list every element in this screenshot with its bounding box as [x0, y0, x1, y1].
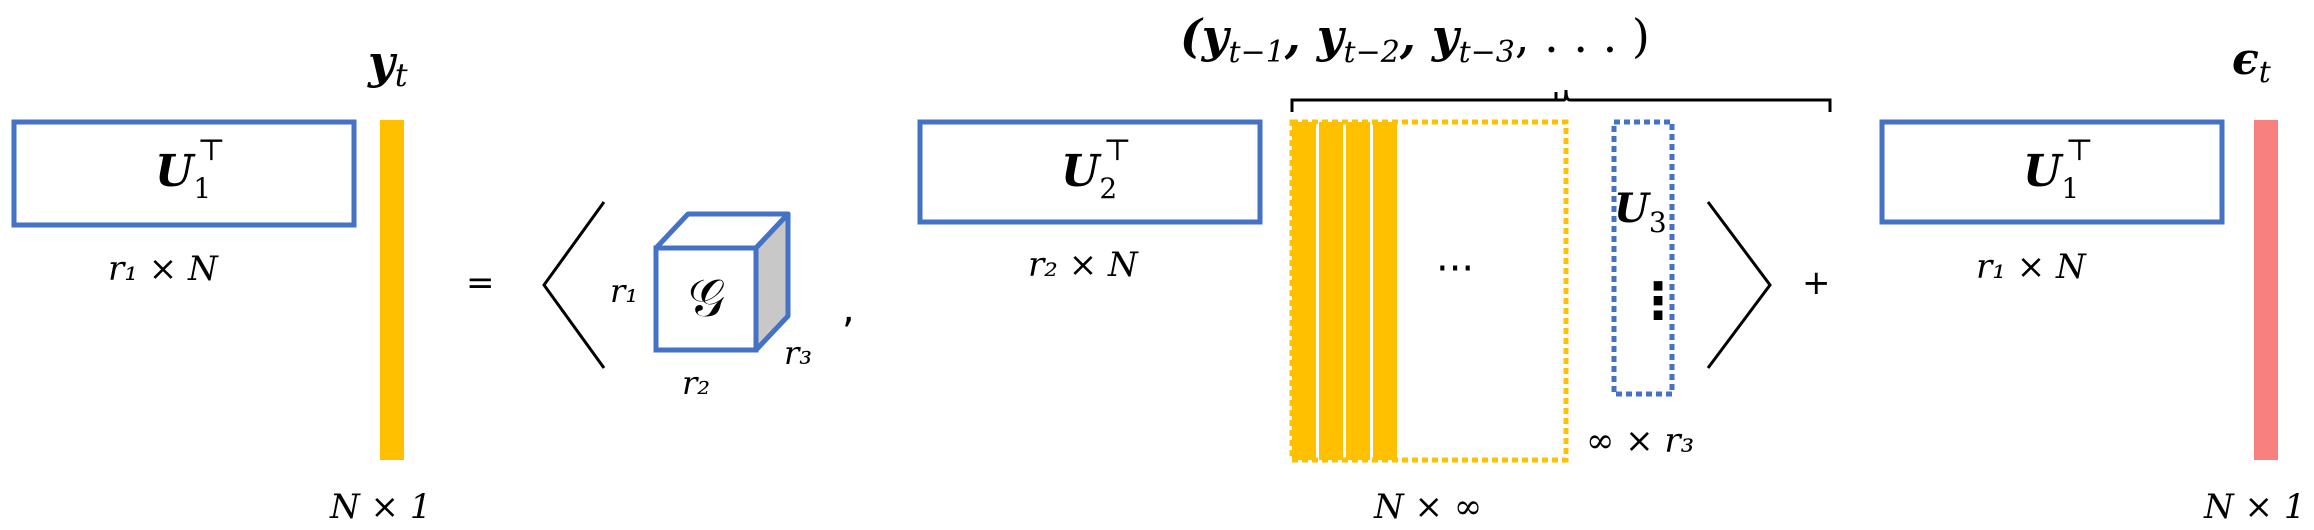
u3-dotted-box	[1614, 122, 1672, 394]
u1-transpose-label: U1⊤	[155, 133, 225, 205]
comma: ,	[842, 286, 855, 332]
u3-dimension-label: ∞ × r₃	[1586, 421, 1694, 461]
epsilon-dimension-label: N × 1	[2203, 487, 2306, 527]
matrix-ellipsis: ···	[1436, 246, 1474, 292]
right-angle-bracket	[1708, 202, 1770, 368]
left-angle-bracket	[544, 202, 604, 368]
cube-r3-label: r₃	[784, 334, 812, 372]
lagged-brace	[1292, 90, 1830, 112]
u2-transpose-label: U2⊤	[1061, 133, 1131, 205]
equals-sign: =	[466, 263, 495, 303]
yt-label: yt	[367, 35, 408, 94]
matrix-column-3	[1346, 122, 1370, 460]
matrix-dimension-label: N × ∞	[1373, 487, 1482, 527]
core-tensor-symbol: 𝒢	[688, 269, 725, 329]
yt-dimension-label: N × 1	[329, 487, 432, 527]
u2-dimension-label: r₂ × N	[1028, 245, 1139, 285]
u3-vdots: ⋮	[1633, 272, 1683, 330]
lagged-observation-matrix	[1292, 122, 1566, 460]
u3-label: U3	[1614, 185, 1667, 239]
matrix-column-1	[1292, 122, 1316, 460]
u1-dimension-label-right: r₁ × N	[1976, 247, 2087, 287]
lagged-observations-label: (yt−1, yt−2, yt−3, . . . )	[1180, 9, 1650, 70]
u1-dimension-label: r₁ × N	[108, 249, 219, 289]
epsilon-vector-bar	[2254, 120, 2278, 460]
matrix-column-2	[1319, 122, 1343, 460]
yt-vector-bar	[380, 120, 404, 460]
u1-transpose-label-right: U1⊤	[2023, 133, 2093, 205]
plus-sign: +	[1802, 263, 1831, 303]
cube-r2-label: r₂	[682, 364, 710, 402]
epsilon-t-label: ϵt	[2232, 34, 2272, 90]
matrix-column-4	[1373, 122, 1397, 460]
cube-r1-label: r₁	[610, 272, 638, 310]
